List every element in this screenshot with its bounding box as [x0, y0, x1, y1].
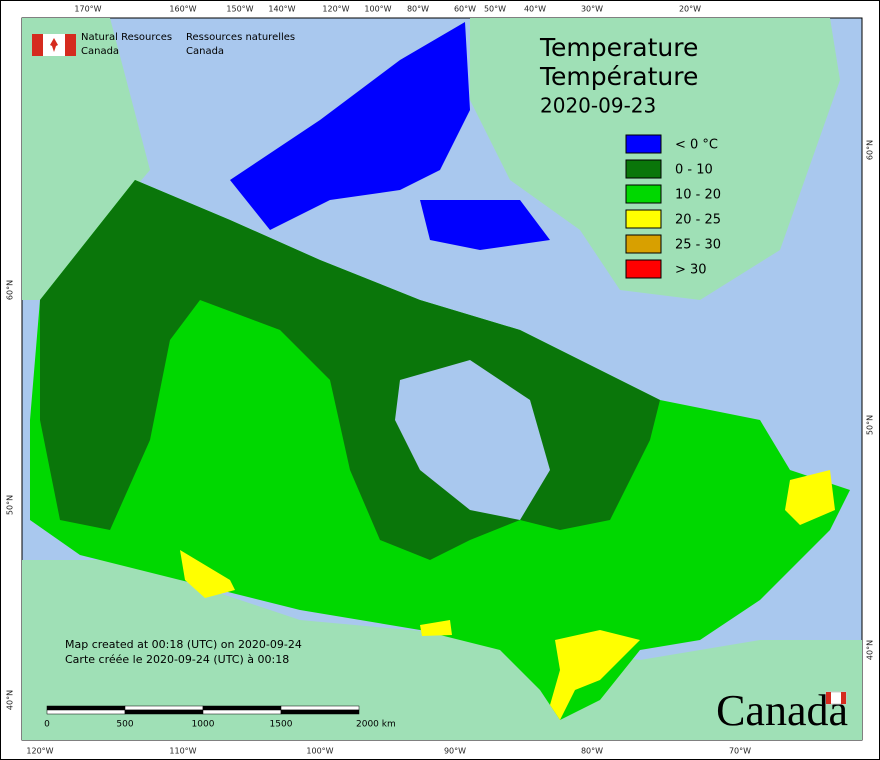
- greenland: [470, 18, 840, 300]
- date: 2020-09-23: [540, 94, 656, 118]
- legend-swatch: [625, 159, 662, 179]
- usa: [22, 560, 862, 740]
- legend-swatch: [625, 259, 662, 279]
- legend-label: 25 - 30: [675, 238, 721, 253]
- longitude-label: 80°W: [407, 5, 429, 14]
- scale-segment: [202, 709, 282, 715]
- scale-label: 0: [44, 720, 50, 730]
- latitude-label: 60°N: [6, 280, 15, 300]
- longitude-label: 70°W: [729, 747, 751, 756]
- agency-fr: Ressources naturelles: [186, 32, 295, 43]
- scale-label: 2000 km: [356, 720, 396, 730]
- canada-wordmark-flag: [825, 691, 847, 705]
- latitude-label: 50°N: [6, 495, 15, 515]
- longitude-label: 170°W: [74, 5, 101, 14]
- scale-segment: [46, 709, 126, 715]
- latitude-label: 50°N: [866, 415, 875, 435]
- footer-fr: Carte créée le 2020-09-24 (UTC) à 00:18: [65, 653, 289, 666]
- legend-swatch: [625, 184, 662, 204]
- longitude-label: 50°W: [484, 5, 506, 14]
- latitude-label: 60°N: [866, 140, 875, 160]
- title: Température: [539, 62, 698, 91]
- longitude-label: 20°W: [679, 5, 701, 14]
- maple-leaf: [50, 38, 58, 52]
- arctic-cold: [230, 22, 550, 250]
- scale-segment: [202, 705, 282, 711]
- scale-label: 1500: [270, 720, 293, 730]
- legend-label: > 30: [675, 263, 707, 278]
- alaska: [22, 18, 150, 300]
- legend-swatch: [625, 134, 662, 154]
- longitude-label: 80°W: [581, 747, 603, 756]
- labels: Natural Resources Canada Ressources nature…: [6, 5, 875, 756]
- legend-label: 0 - 10: [675, 163, 713, 178]
- longitude-label: 100°W: [364, 5, 391, 14]
- longitude-label: 90°W: [444, 747, 466, 756]
- footer-en: Map created at 00:18 (UTC) on 2020-09-24: [65, 638, 302, 651]
- legend-label: < 0 °C: [675, 138, 718, 153]
- latitude-label: 40°N: [866, 640, 875, 660]
- legend-swatch: [625, 234, 662, 254]
- flag-bar: [841, 692, 846, 704]
- legend-swatch: [625, 209, 662, 229]
- longitude-label: 120°W: [322, 5, 349, 14]
- latitude-label: 40°N: [6, 690, 15, 710]
- nrcan-flag: [32, 34, 76, 56]
- scale-segment: [280, 709, 360, 715]
- agency-en: Canada: [81, 46, 119, 57]
- legend-label: 20 - 25: [675, 213, 721, 228]
- hudson-bay: [395, 360, 550, 520]
- title: Temperature: [539, 33, 698, 62]
- longitude-label: 150°W: [226, 5, 253, 14]
- longitude-label: 120°W: [26, 747, 53, 756]
- longitude-label: 40°W: [524, 5, 546, 14]
- scale-segment: [46, 705, 126, 711]
- longitude-label: 60°W: [454, 5, 476, 14]
- longitude-label: 160°W: [169, 5, 196, 14]
- scale-label: 500: [116, 720, 133, 730]
- flag-bar: [65, 34, 76, 56]
- agency-en: Natural Resources: [81, 32, 172, 43]
- longitude-label: 110°W: [169, 747, 196, 756]
- flag-bar: [32, 34, 43, 56]
- map: [21, 17, 863, 741]
- longitude-label: 30°W: [581, 5, 603, 14]
- scale-label: 1000: [192, 720, 215, 730]
- longitude-label: 140°W: [268, 5, 295, 14]
- legend-label: 10 - 20: [675, 188, 721, 203]
- longitude-label: 100°W: [306, 747, 333, 756]
- scale-segment: [124, 705, 204, 711]
- agency-fr: Canada: [186, 46, 224, 57]
- scale-segment: [280, 705, 360, 711]
- flag-bar: [826, 692, 831, 704]
- scale-segment: [124, 709, 204, 715]
